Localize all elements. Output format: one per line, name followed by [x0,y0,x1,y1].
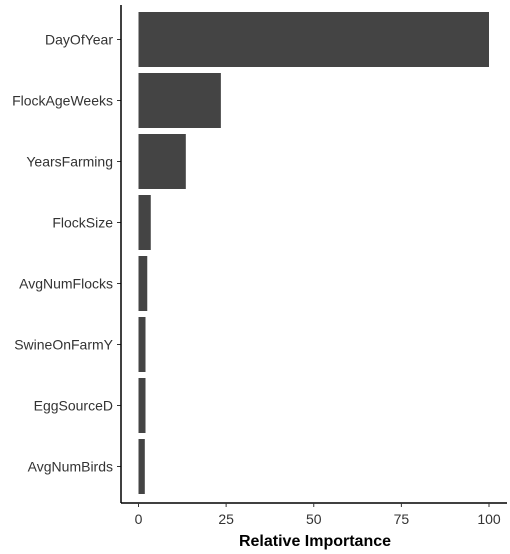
category-label-AvgNumBirds: AvgNumBirds [28,459,113,475]
category-label-AvgNumFlocks: AvgNumFlocks [19,276,113,292]
x-tick-label: 75 [394,511,410,527]
x-axis-title: Relative Importance [239,533,391,550]
category-label-FlockSize: FlockSize [52,215,113,231]
bar-DayOfYear [138,12,489,67]
bar-AvgNumFlocks [138,256,148,311]
x-tick-label: 100 [477,511,501,527]
x-tick-label: 0 [135,511,143,527]
category-labels: DayOfYear FlockAgeWeeks YearsFarming FlockS… [12,32,114,475]
x-tick-label: 50 [306,511,322,527]
category-label-YearsFarming: YearsFarming [26,154,113,170]
x-tick-label: 25 [218,511,234,527]
bar-SwineOnFarmY [138,317,146,372]
category-ticks [117,39,121,467]
x-ticks: 0 25 50 75 100 [135,503,501,527]
category-label-DayOfYear: DayOfYear [45,32,113,48]
bar-EggSourceD [138,378,146,433]
bar-YearsFarming [138,134,186,189]
category-label-EggSourceD: EggSourceD [34,398,113,414]
bar-FlockAgeWeeks [138,73,221,128]
category-label-FlockAgeWeeks: FlockAgeWeeks [12,93,113,109]
bars [138,12,489,494]
category-label-SwineOnFarmY: SwineOnFarmY [14,337,113,353]
bar-AvgNumBirds [138,439,145,494]
bar-FlockSize [138,195,151,250]
